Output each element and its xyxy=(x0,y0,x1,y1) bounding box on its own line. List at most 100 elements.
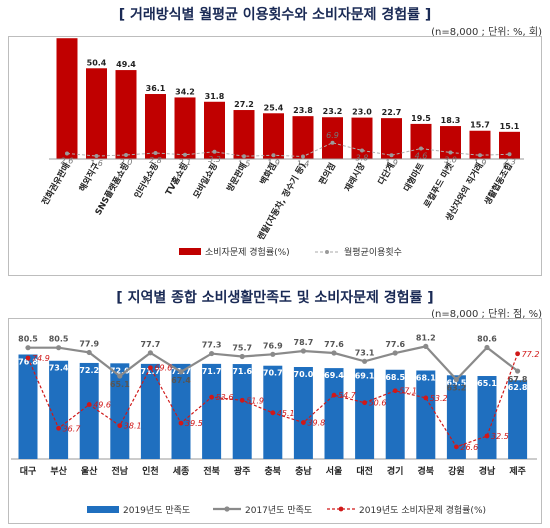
bar-experience-rate xyxy=(204,101,225,159)
legend-line1-label: 2017년도 만족도 xyxy=(245,505,312,516)
experience-rate-2019-point xyxy=(25,355,31,361)
experience-rate-2019-point xyxy=(56,425,61,431)
usage-count-label: 1.4 xyxy=(297,160,310,169)
usage-count-point xyxy=(448,150,453,155)
bar-satisfaction-2019 xyxy=(324,368,344,459)
experience-rate-2019-label: 50.6 xyxy=(369,399,387,408)
satisfaction-2017-label: 75.7 xyxy=(232,344,252,353)
experience-rate-2019-label: 74.9 xyxy=(32,354,50,363)
experience-rate-2019-label: 38.1 xyxy=(124,422,142,431)
satisfaction-2017-point xyxy=(178,369,184,375)
usage-count-line xyxy=(66,142,510,158)
satisfaction-2017-point xyxy=(484,344,490,351)
satisfaction-2017-point xyxy=(239,353,245,360)
bar-value-label: 69.4 xyxy=(324,371,344,380)
experience-rate-2019-label: 39.5 xyxy=(185,419,203,428)
bar-experience-rate xyxy=(322,117,343,159)
category-label: 경기 xyxy=(387,465,404,477)
satisfaction-2017-label: 65.1 xyxy=(110,380,130,389)
chart2-unit-note: (n=8,000 ; 단위: 점, %) xyxy=(431,309,542,320)
satisfaction-2017-label: 80.5 xyxy=(18,335,38,344)
bar-experience-rate xyxy=(56,38,78,159)
experience-rate-2019-point xyxy=(178,420,184,426)
category-label: 대형마트 xyxy=(401,161,426,194)
bar-experience-rate xyxy=(145,94,166,159)
legend-line-marker xyxy=(325,250,329,254)
chart1-unit-note: (n=8,000 ; 단위: %, 회) xyxy=(431,27,542,38)
satisfaction-2017-point xyxy=(362,358,368,364)
satisfaction-2017-label: 80.6 xyxy=(477,334,497,343)
category-label: 대구 xyxy=(20,465,37,477)
satisfaction-2017-point xyxy=(270,351,276,357)
usage-count-point xyxy=(271,153,276,158)
satisfaction-2017-point xyxy=(209,350,215,357)
chart1-title: [ 거래방식별 월평균 이용횟수와 소비자문제 경험률 ] xyxy=(118,7,432,23)
experience-rate-2019-point xyxy=(484,433,490,439)
satisfaction-2017-point xyxy=(300,348,306,354)
category-label: 인터넷쇼핑 xyxy=(132,161,161,200)
bar-value-label: 76.8 xyxy=(18,357,38,366)
usage-count-label: 1.6 xyxy=(90,159,103,168)
usage-count-point xyxy=(183,152,187,157)
bar-value-label: 31.8 xyxy=(205,92,225,101)
category-label: 서울 xyxy=(326,465,343,477)
bar-experience-rate xyxy=(174,97,196,159)
experience-rate-2019-point xyxy=(454,444,459,450)
bar-value-label: 15.7 xyxy=(470,121,490,130)
chart1-frame: 67.150.449.436.134.231.827.225.423.823.2… xyxy=(8,36,542,276)
bar-experience-rate xyxy=(440,126,461,159)
category-label: 편의점 xyxy=(317,161,338,187)
bar-satisfaction-2019 xyxy=(446,375,466,459)
satisfaction-2017-label: 76.9 xyxy=(263,341,283,350)
bar-value-label: 70.0 xyxy=(294,370,314,379)
experience-rate-2019-label: 51.9 xyxy=(246,396,264,405)
satisfaction-2017-label: 77.9 xyxy=(79,339,99,348)
bar-satisfaction-2019 xyxy=(355,368,375,459)
usage-count-label: 1.9 xyxy=(267,158,280,167)
category-label: 대전 xyxy=(356,465,373,477)
usage-count-label: 2.6 xyxy=(61,157,74,166)
satisfaction-2017-label: 73.1 xyxy=(355,348,375,357)
bar-experience-rate xyxy=(115,70,137,159)
category-label: 다단계 xyxy=(376,161,397,187)
bar-satisfaction-2019 xyxy=(79,362,99,459)
experience-rate-2019-point xyxy=(331,392,337,398)
experience-rate-2019-label: 57.1 xyxy=(399,387,417,396)
category-label: 전남 xyxy=(112,465,129,477)
usage-count-label: 4.6 xyxy=(415,152,428,161)
legend-bar-label: 소비자문제 경험률(%) xyxy=(205,246,290,258)
bar-value-label: 27.2 xyxy=(234,100,254,109)
bar-value-label: 18.3 xyxy=(441,116,461,125)
chart2-svg: 76.873.472.272.071.771.771.771.670.770.0… xyxy=(11,333,540,516)
satisfaction-2017-point xyxy=(331,350,337,356)
bar-value-label: 25.4 xyxy=(264,103,284,112)
satisfaction-2017-point xyxy=(423,343,429,349)
experience-rate-2019-label: 77.2 xyxy=(522,350,540,359)
experience-rate-2019-label: 53.2 xyxy=(430,394,448,403)
usage-count-point xyxy=(389,153,394,158)
bar-satisfaction-2019 xyxy=(385,369,405,459)
bar-value-label: 72.0 xyxy=(110,366,130,375)
bar-value-label: 71.7 xyxy=(141,367,161,376)
category-label: 울산 xyxy=(81,465,98,477)
experience-rate-2019-point xyxy=(239,397,245,403)
experience-rate-2019-point xyxy=(362,400,367,406)
bar-satisfaction-2019 xyxy=(293,367,313,459)
bar-value-label: 68.1 xyxy=(416,373,436,382)
legend-line2-label: 2019년도 소비자문제 경험률(%) xyxy=(359,504,486,516)
category-label: 백화점 xyxy=(258,161,279,187)
bar-satisfaction-2019 xyxy=(416,370,436,459)
bar-value-label: 36.1 xyxy=(146,84,166,93)
bar-value-label: 22.7 xyxy=(382,108,402,117)
satisfaction-2017-label: 67.4 xyxy=(171,376,191,385)
experience-rate-2019-point xyxy=(423,395,429,401)
chart1-svg: 67.150.449.436.134.231.827.225.423.823.2… xyxy=(40,37,524,258)
usage-count-point xyxy=(65,151,69,156)
usage-count-label: 1.9 xyxy=(474,158,487,167)
satisfaction-2017-point xyxy=(56,345,62,351)
bar-value-label: 49.4 xyxy=(116,60,136,69)
satisfaction-2017-label: 78.7 xyxy=(294,338,314,347)
bar-value-label: 34.2 xyxy=(175,87,195,96)
experience-rate-2019-point xyxy=(86,402,92,407)
bar-value-label: 62.8 xyxy=(508,383,528,392)
